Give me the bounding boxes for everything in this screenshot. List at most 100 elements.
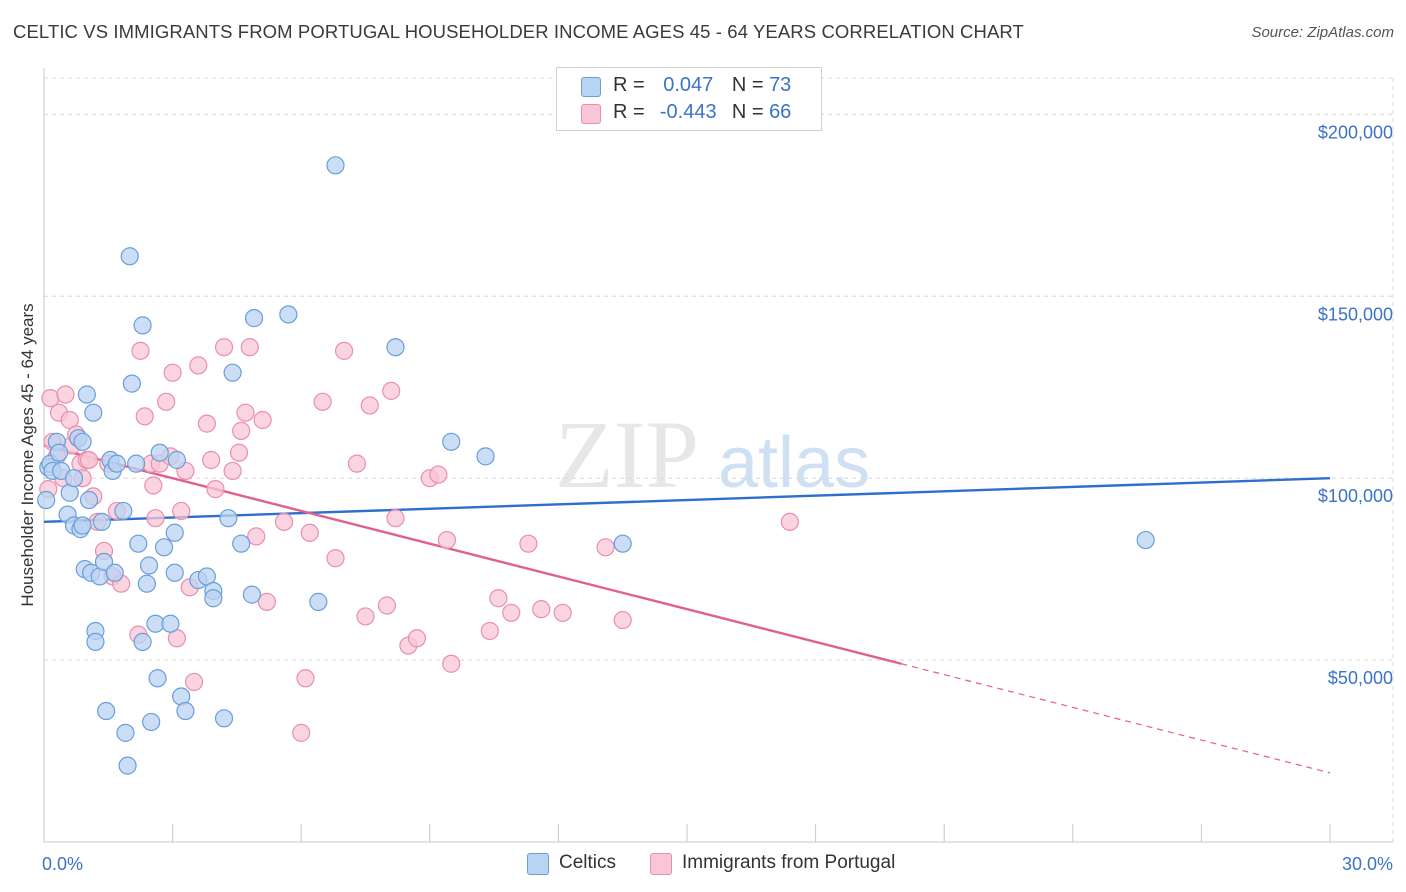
scatter-point (442, 432, 461, 451)
scatter-point (37, 490, 56, 510)
scatter-point (73, 432, 92, 451)
scatter-point (144, 476, 163, 495)
y-tick-label: $200,000 (1318, 122, 1393, 142)
scatter-point (1136, 530, 1155, 550)
scatter-point (476, 447, 495, 466)
scatter-point (133, 632, 152, 652)
scatter-point (360, 396, 379, 415)
scatter-point (120, 247, 139, 266)
scatter-point (137, 574, 156, 593)
scatter-point (118, 756, 137, 775)
scatter-point (553, 603, 572, 622)
scatter-point (489, 589, 508, 608)
scatter-point (219, 509, 238, 528)
scatter-point (386, 338, 405, 357)
scatter-point (114, 501, 133, 521)
scatter-point (407, 629, 427, 648)
scatter-point (135, 407, 154, 426)
scatter-point (97, 701, 116, 721)
legend-swatch-celtics (581, 77, 601, 97)
chart-title: CELTIC VS IMMIGRANTS FROM PORTUGAL HOUSE… (13, 21, 1024, 42)
scatter-point (107, 454, 126, 473)
source-label: Source: ZipAtlas.com (1251, 24, 1394, 41)
scatter-point (519, 534, 538, 553)
scatter-point (148, 669, 167, 688)
scatter-point (172, 501, 191, 521)
scatter-point (232, 534, 251, 553)
scatter-point (257, 592, 277, 611)
scatter-point (206, 480, 225, 499)
axes (43, 68, 1393, 843)
scatter-point (84, 403, 103, 422)
x-tick-labels: 0.0% 30.0% (42, 854, 1393, 874)
scatter-point (202, 450, 221, 470)
y-tick-label: $100,000 (1318, 486, 1393, 506)
bottom-legend-label-portugal: Immigrants from Portugal (682, 852, 896, 873)
scatter-point (165, 523, 184, 542)
scatter-point (382, 381, 401, 400)
scatter-point (79, 450, 99, 470)
y-axis-label: Householder Income Ages 45 - 64 years (18, 303, 37, 607)
scatter-point (131, 341, 150, 360)
scatter-point (442, 654, 461, 673)
scatter-point (437, 530, 457, 550)
scatter-point (232, 421, 251, 440)
legend-r-value: 0.047 (663, 74, 714, 96)
scatter-point (309, 592, 328, 611)
scatter-point (150, 443, 169, 462)
bottom-legend-swatch-celtics (527, 853, 549, 875)
scatter-point (214, 709, 234, 728)
scatter-point (296, 669, 315, 688)
scatter-point (92, 512, 111, 531)
scatter-point (139, 556, 159, 575)
scatter-point (279, 305, 298, 324)
scatter-point (79, 490, 99, 510)
scatter-point (377, 596, 397, 615)
watermark-zip: ZIP (555, 401, 699, 508)
scatter-point (157, 392, 176, 411)
x-tick-right: 30.0% (1342, 854, 1393, 874)
legend-r-value: -0.443 (659, 101, 717, 123)
scatter-point (347, 454, 367, 473)
watermark: ZIP atlas (555, 401, 870, 508)
scatter-point (142, 712, 161, 732)
scatter-point (167, 450, 186, 470)
scatter-point (300, 523, 319, 542)
scatter-point (77, 385, 96, 404)
scatter-point (86, 632, 105, 652)
scatter-point (204, 589, 223, 608)
legend-r-label: R = (613, 101, 645, 123)
bottom-legend-label-celtics: Celtics (559, 852, 617, 873)
scatter-point (165, 563, 184, 582)
scatter-point (127, 454, 146, 473)
legend-n-value: 73 (769, 74, 792, 96)
scatter-point (129, 534, 148, 553)
scatter-point (116, 723, 135, 742)
scatter-point (133, 316, 152, 335)
scatter-point (73, 516, 92, 535)
scatter-point (247, 527, 266, 546)
scatter-point (292, 723, 311, 742)
scatter-point (154, 538, 174, 557)
scatter-point (429, 465, 448, 484)
x-tick-left: 0.0% (42, 854, 83, 874)
scatter-point (780, 512, 799, 531)
scatter-point (184, 672, 204, 692)
scatter-point (244, 309, 264, 328)
scatter-point (56, 385, 75, 404)
scatter-point (94, 552, 114, 571)
trend-line-solid (43, 476, 1331, 524)
y-tick-label: $50,000 (1328, 668, 1393, 688)
trend-line-dashed (901, 663, 1331, 774)
scatter-point (613, 610, 632, 630)
scatter-point (596, 538, 615, 557)
scatter-point (223, 461, 242, 481)
y-tick-label: $150,000 (1318, 304, 1393, 324)
scatter-point (356, 607, 375, 626)
scatter-point (240, 338, 259, 357)
watermark-atlas: atlas (718, 423, 870, 503)
trend-lines (43, 444, 1331, 774)
scatter-point (105, 563, 124, 582)
scatter-point (242, 585, 262, 604)
